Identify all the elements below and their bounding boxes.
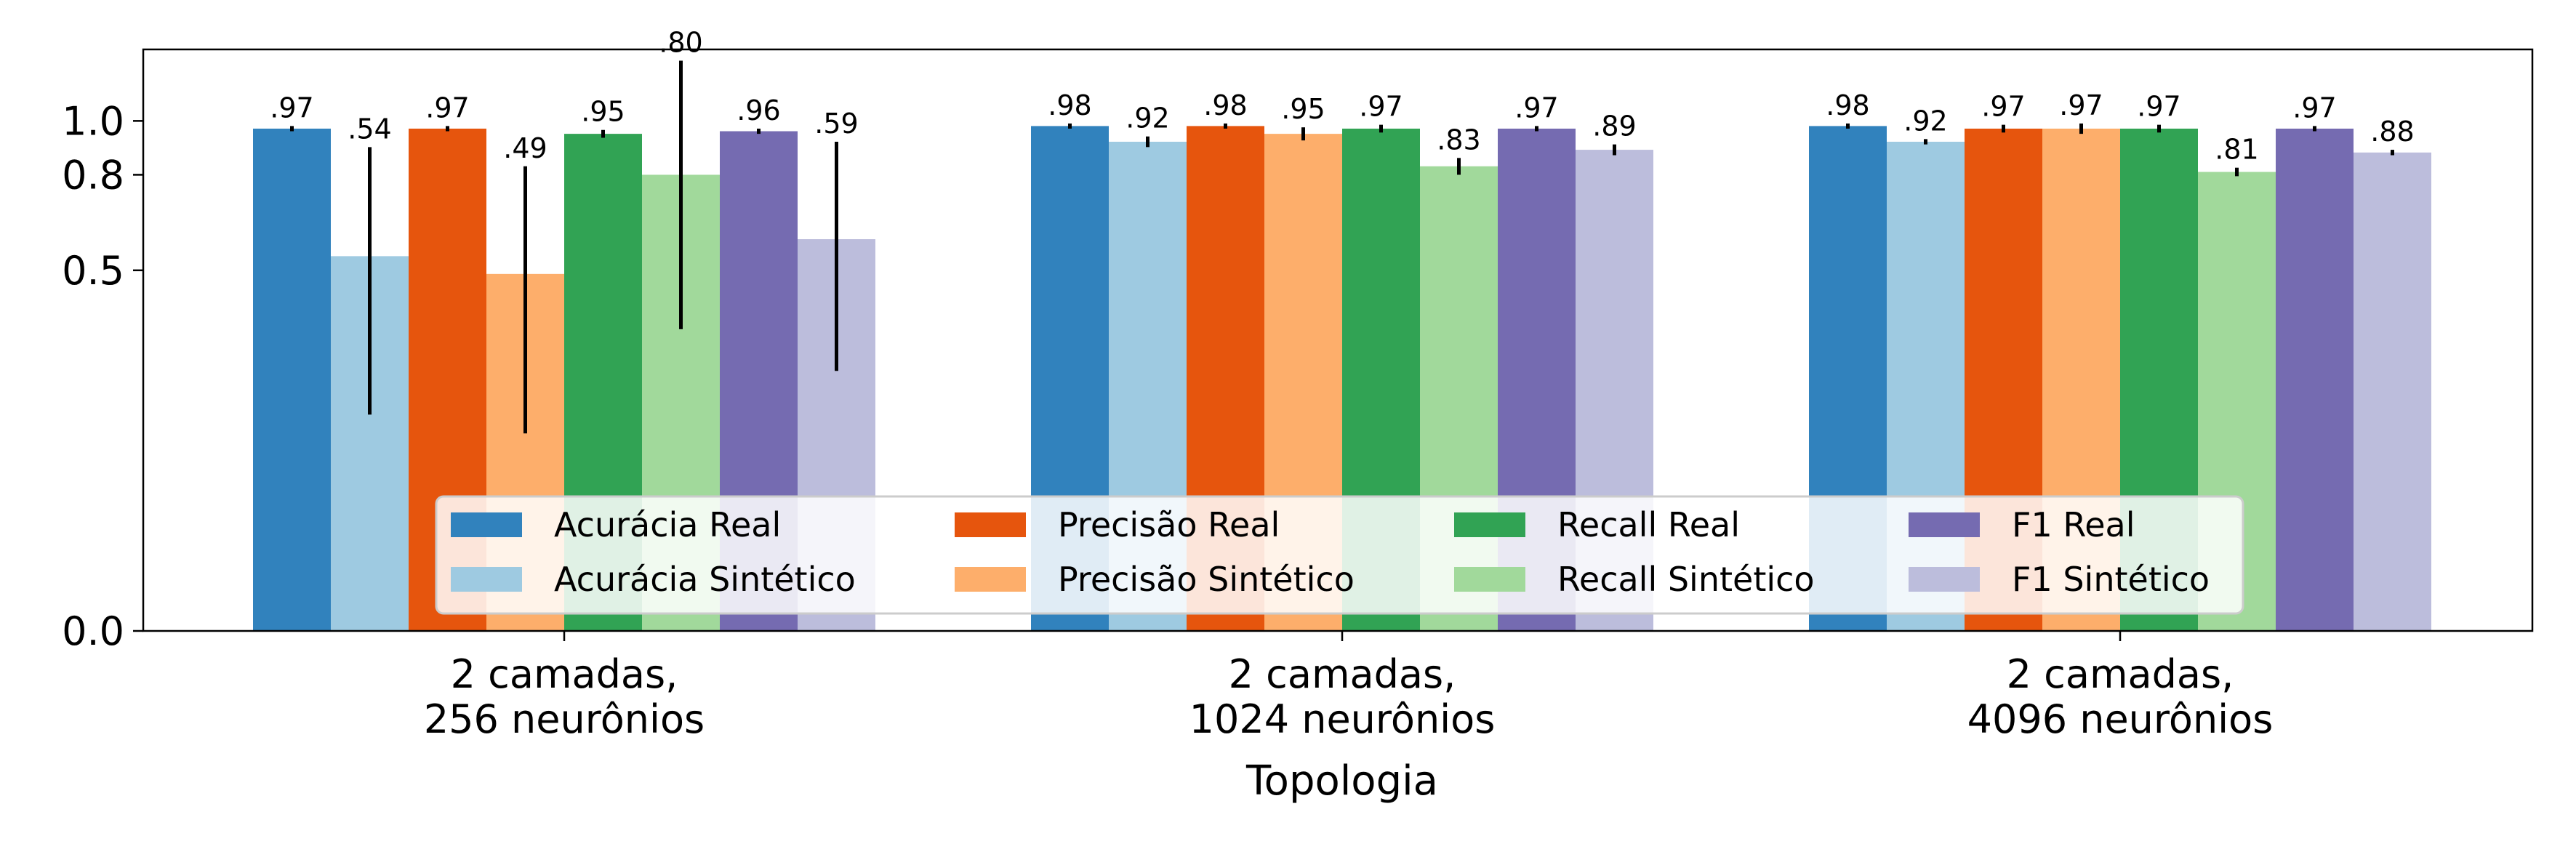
data-label: .98 <box>1203 89 1247 121</box>
legend-swatch <box>451 512 522 537</box>
legend-swatch <box>1454 567 1525 592</box>
x-tick-label: 2 camadas, 1024 neurônios <box>1189 651 1496 742</box>
y-tick-label: 0.5 <box>62 248 124 294</box>
legend-label: Acurácia Sintético <box>554 560 856 599</box>
data-label: .97 <box>270 92 313 124</box>
bar <box>253 128 331 631</box>
y-tick-label: 0.0 <box>62 608 124 654</box>
legend: Acurácia Real Acurácia Sintético Precisão … <box>435 495 2244 615</box>
legend-swatch <box>1909 567 1980 592</box>
data-label: .97 <box>425 92 469 124</box>
legend-label: F1 Real <box>2012 505 2135 544</box>
legend-label: Recall Real <box>1557 505 1740 544</box>
data-label: .59 <box>814 108 858 140</box>
legend-swatch <box>955 512 1026 537</box>
data-label: .97 <box>1981 91 2025 123</box>
data-labels-layer: .97 .98 .98 .54 .92 .92 .97 .98 .97 .49 .95 .97 .95.… <box>270 27 2414 166</box>
legend-swatch <box>1909 512 1980 537</box>
legend-swatch <box>1454 512 1525 537</box>
data-label: .92 <box>1903 105 1947 137</box>
data-label: .97 <box>2059 89 2103 121</box>
data-label: .96 <box>737 94 780 126</box>
data-label: .83 <box>1437 124 1480 156</box>
x-tick-label: 2 camadas, 256 neurônios <box>424 651 705 742</box>
data-label: .97 <box>1514 92 1558 124</box>
x-axis: 2 camadas, 256 neurônios 2 camadas, 1024 ne… <box>424 631 2274 742</box>
data-label: .98 <box>1826 89 1869 121</box>
y-axis: 0.0 0.5 0.8 1.0 <box>62 98 143 654</box>
data-label: .92 <box>1126 102 1169 134</box>
data-label: .80 <box>659 27 702 59</box>
legend-box <box>435 495 2244 615</box>
data-label: .95 <box>581 96 625 128</box>
data-label: .89 <box>1592 110 1636 142</box>
data-label: .49 <box>503 132 547 164</box>
error-bars-layer <box>290 60 2394 434</box>
legend-swatch <box>955 567 1026 592</box>
data-label: .54 <box>348 113 391 145</box>
plot-frame <box>142 48 2534 632</box>
legend-label: Acurácia Real <box>554 505 781 544</box>
legend-label: F1 Sintético <box>2012 560 2210 599</box>
y-tick-label: 0.8 <box>62 152 124 198</box>
x-tick-label: 2 camadas, 4096 neurônios <box>1967 651 2274 742</box>
y-tick-label: 1.0 <box>62 98 124 144</box>
data-label: .97 <box>2292 92 2336 124</box>
data-label: .97 <box>1359 91 1403 123</box>
data-label: .81 <box>2215 134 2258 166</box>
data-label: .88 <box>2370 116 2414 148</box>
bar <box>2276 128 2354 631</box>
legend-label: Recall Sintético <box>1557 560 1815 599</box>
legend-label: Precisão Real <box>1058 505 1280 544</box>
data-label: .98 <box>1048 89 1091 121</box>
data-label: .97 <box>2137 91 2180 123</box>
data-label: .95 <box>1281 93 1325 125</box>
legend-swatch <box>451 567 522 592</box>
bar <box>2354 152 2431 632</box>
legend-label: Precisão Sintético <box>1058 560 1355 599</box>
x-axis-title: Topologia <box>1245 757 1438 805</box>
